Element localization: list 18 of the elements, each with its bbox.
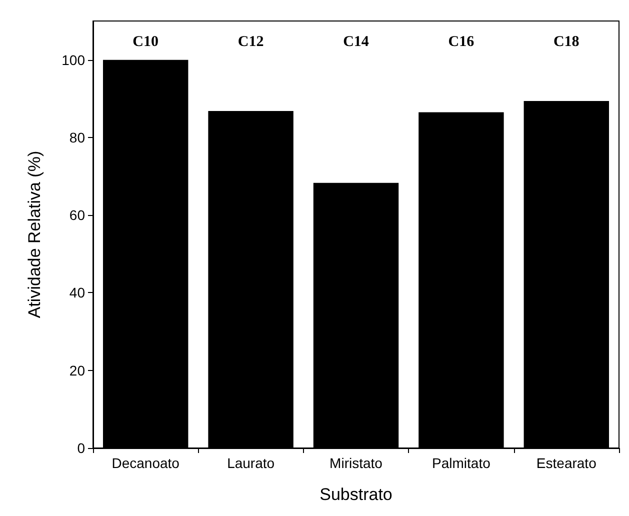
y-tick-label: 60: [69, 207, 86, 224]
y-tick-label: 100: [62, 52, 86, 68]
annotation: C12: [238, 34, 264, 50]
x-tick-label: Palmitato: [432, 455, 491, 471]
x-tick-label: Miristato: [330, 455, 383, 471]
x-tick-label: Estearato: [536, 455, 597, 471]
y-tick-label: 0: [77, 440, 86, 456]
annotation: C14: [343, 34, 370, 50]
x-tick-label: Decanoato: [112, 455, 180, 471]
annotation: C18: [553, 34, 580, 50]
y-axis-title: Atividade Relativa (%): [25, 150, 44, 318]
x-tick-label: Laurato: [227, 455, 275, 471]
y-tick-label: 40: [69, 284, 86, 301]
x-axis-title: Substrato: [320, 485, 392, 504]
y-tick-label: 80: [69, 129, 86, 146]
y-tick-label: 20: [69, 362, 86, 378]
annotation: C16: [448, 34, 475, 50]
annotation: C10: [132, 34, 159, 50]
